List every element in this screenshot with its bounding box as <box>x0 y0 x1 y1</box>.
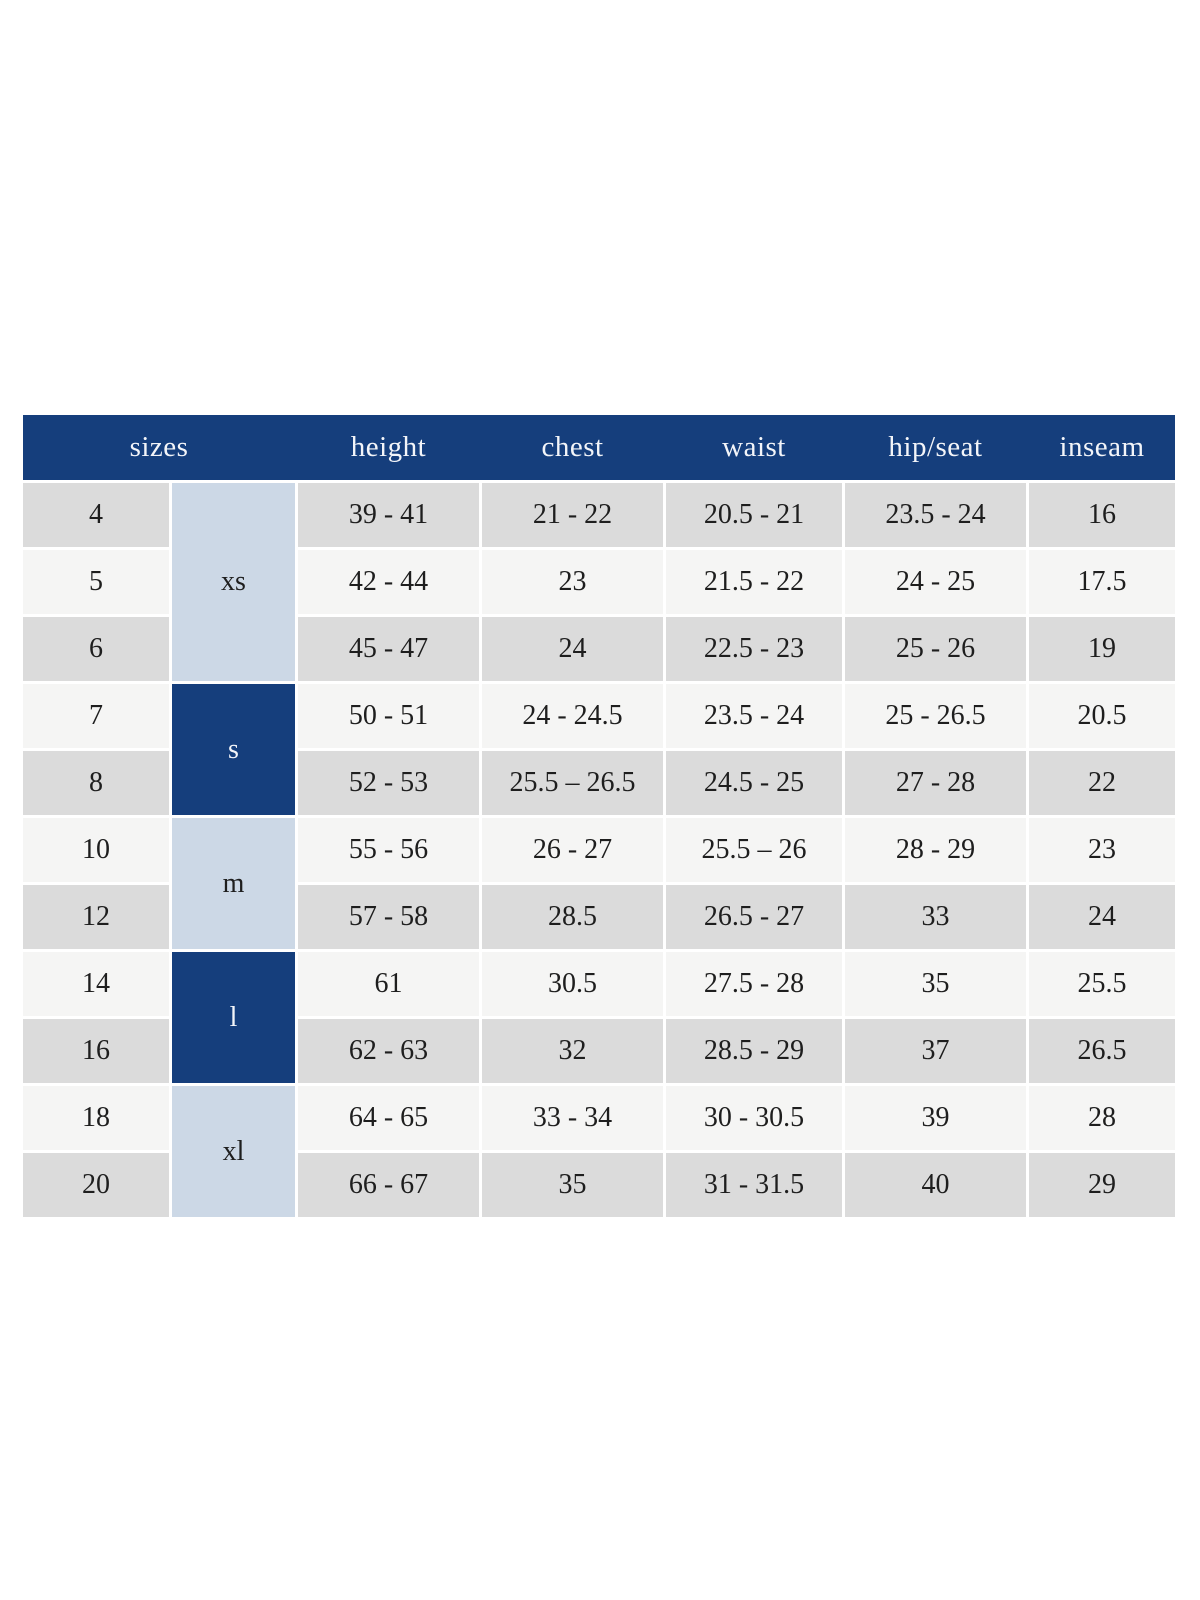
size-cell: 18 <box>23 1086 169 1150</box>
inseam-cell: 19 <box>1029 617 1175 681</box>
chest-cell: 21 - 22 <box>482 483 663 547</box>
size-group-xs: xs <box>172 483 295 681</box>
inseam-cell: 28 <box>1029 1086 1175 1150</box>
hip-seat-cell: 27 - 28 <box>845 751 1026 815</box>
size-group-s: s <box>172 684 295 815</box>
inseam-cell: 25.5 <box>1029 952 1175 1016</box>
size-cell: 7 <box>23 684 169 748</box>
waist-cell: 31 - 31.5 <box>666 1153 842 1217</box>
size-cell: 8 <box>23 751 169 815</box>
chest-cell: 32 <box>482 1019 663 1083</box>
height-cell: 45 - 47 <box>298 617 479 681</box>
table-body: xs s m l xl 4 39 - 41 21 - 22 20.5 - 21 … <box>23 483 1175 1217</box>
table-header-row: sizes height chest waist hip/seat inseam <box>23 415 1175 480</box>
waist-cell: 21.5 - 22 <box>666 550 842 614</box>
size-group-xl: xl <box>172 1086 295 1217</box>
inseam-cell: 24 <box>1029 885 1175 949</box>
height-cell: 50 - 51 <box>298 684 479 748</box>
chest-cell: 25.5 – 26.5 <box>482 751 663 815</box>
chest-cell: 28.5 <box>482 885 663 949</box>
size-cell: 16 <box>23 1019 169 1083</box>
waist-cell: 27.5 - 28 <box>666 952 842 1016</box>
height-cell: 61 <box>298 952 479 1016</box>
size-cell: 12 <box>23 885 169 949</box>
header-cell-hip-seat: hip/seat <box>888 431 983 463</box>
chest-cell: 33 - 34 <box>482 1086 663 1150</box>
height-cell: 66 - 67 <box>298 1153 479 1217</box>
size-cell: 4 <box>23 483 169 547</box>
size-cell: 6 <box>23 617 169 681</box>
size-chart-table: sizes height chest waist hip/seat inseam… <box>23 415 1175 1217</box>
chest-cell: 35 <box>482 1153 663 1217</box>
hip-seat-cell: 23.5 - 24 <box>845 483 1026 547</box>
hip-seat-cell: 25 - 26 <box>845 617 1026 681</box>
waist-cell: 25.5 – 26 <box>666 818 842 882</box>
header-cell-waist: waist <box>722 431 786 463</box>
hip-seat-cell: 28 - 29 <box>845 818 1026 882</box>
height-cell: 57 - 58 <box>298 885 479 949</box>
hip-seat-cell: 24 - 25 <box>845 550 1026 614</box>
header-cell-inseam: inseam <box>1059 431 1145 463</box>
waist-cell: 26.5 - 27 <box>666 885 842 949</box>
inseam-cell: 29 <box>1029 1153 1175 1217</box>
header-cell-chest: chest <box>541 431 604 463</box>
size-group-l: l <box>172 952 295 1083</box>
hip-seat-cell: 25 - 26.5 <box>845 684 1026 748</box>
waist-cell: 30 - 30.5 <box>666 1086 842 1150</box>
inseam-cell: 16 <box>1029 483 1175 547</box>
height-cell: 39 - 41 <box>298 483 479 547</box>
inseam-cell: 23 <box>1029 818 1175 882</box>
inseam-cell: 20.5 <box>1029 684 1175 748</box>
hip-seat-cell: 37 <box>845 1019 1026 1083</box>
waist-cell: 20.5 - 21 <box>666 483 842 547</box>
chest-cell: 30.5 <box>482 952 663 1016</box>
hip-seat-cell: 33 <box>845 885 1026 949</box>
height-cell: 42 - 44 <box>298 550 479 614</box>
chest-cell: 24 <box>482 617 663 681</box>
chest-cell: 24 - 24.5 <box>482 684 663 748</box>
size-cell: 10 <box>23 818 169 882</box>
inseam-cell: 26.5 <box>1029 1019 1175 1083</box>
waist-cell: 22.5 - 23 <box>666 617 842 681</box>
header-cell-sizes: sizes <box>129 431 189 463</box>
size-cell: 14 <box>23 952 169 1016</box>
waist-cell: 28.5 - 29 <box>666 1019 842 1083</box>
hip-seat-cell: 35 <box>845 952 1026 1016</box>
chest-cell: 26 - 27 <box>482 818 663 882</box>
hip-seat-cell: 39 <box>845 1086 1026 1150</box>
height-cell: 62 - 63 <box>298 1019 479 1083</box>
header-cell-height: height <box>350 431 427 463</box>
size-cell: 20 <box>23 1153 169 1217</box>
waist-cell: 23.5 - 24 <box>666 684 842 748</box>
chest-cell: 23 <box>482 550 663 614</box>
size-cell: 5 <box>23 550 169 614</box>
height-cell: 55 - 56 <box>298 818 479 882</box>
inseam-cell: 22 <box>1029 751 1175 815</box>
height-cell: 52 - 53 <box>298 751 479 815</box>
hip-seat-cell: 40 <box>845 1153 1026 1217</box>
size-group-m: m <box>172 818 295 949</box>
waist-cell: 24.5 - 25 <box>666 751 842 815</box>
inseam-cell: 17.5 <box>1029 550 1175 614</box>
height-cell: 64 - 65 <box>298 1086 479 1150</box>
